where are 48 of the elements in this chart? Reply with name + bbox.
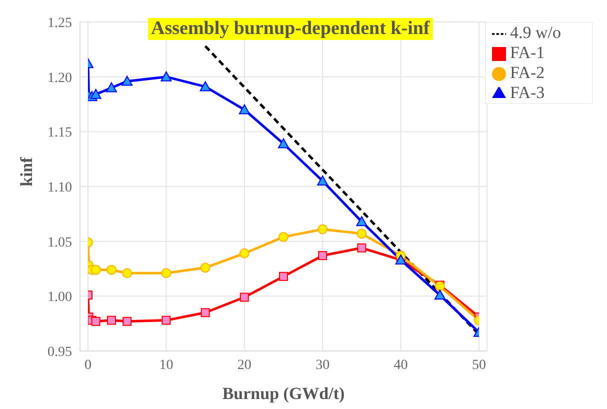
x-tick-label: 40	[394, 358, 408, 373]
y-tick-label: 1.25	[48, 16, 72, 31]
y-tick-label: 1.20	[48, 70, 72, 86]
x-tick-label: 30	[316, 358, 330, 373]
point	[200, 81, 211, 92]
x-tick-label: 20	[237, 358, 252, 373]
chart-title: Assembly burnup-dependent k-inf	[148, 18, 433, 40]
point	[239, 248, 250, 258]
point	[278, 232, 288, 242]
point	[91, 316, 100, 326]
x-tick-label: 0	[84, 358, 92, 373]
y-tick-label: 1.00	[48, 290, 72, 306]
point	[238, 104, 250, 114]
point	[200, 262, 210, 273]
point	[106, 82, 117, 92]
legend-label: FA-3	[510, 83, 545, 102]
y-tick-label: 0.95	[48, 344, 72, 360]
point	[161, 268, 172, 278]
point	[434, 290, 446, 300]
point	[106, 264, 116, 275]
point	[318, 224, 328, 234]
legend-label: 4.9 w/o	[510, 23, 561, 42]
point	[122, 76, 133, 86]
x-axis-title: Burnup (GWd/t)	[222, 384, 345, 403]
point	[279, 272, 288, 281]
point	[356, 228, 367, 239]
x-tick-label: 10	[159, 358, 174, 373]
point	[106, 316, 116, 325]
y-axis-title: kinf	[17, 156, 36, 186]
point	[357, 243, 366, 252]
point	[356, 216, 368, 226]
point	[240, 292, 249, 302]
point	[318, 251, 328, 260]
point	[90, 264, 101, 275]
y-tick-label: 1.10	[48, 180, 72, 196]
point	[160, 71, 172, 82]
point	[200, 308, 210, 318]
x-tick-label: 50	[472, 358, 486, 373]
legend-label: FA-2	[510, 63, 545, 82]
point	[122, 268, 132, 278]
y-tick-label: 1.15	[48, 126, 72, 141]
point	[278, 138, 289, 148]
legend-label: FA-1	[510, 43, 545, 62]
point	[162, 316, 171, 325]
y-tick-label: 1.05	[48, 235, 72, 250]
point	[122, 316, 132, 326]
point	[317, 176, 328, 186]
point	[90, 88, 102, 99]
